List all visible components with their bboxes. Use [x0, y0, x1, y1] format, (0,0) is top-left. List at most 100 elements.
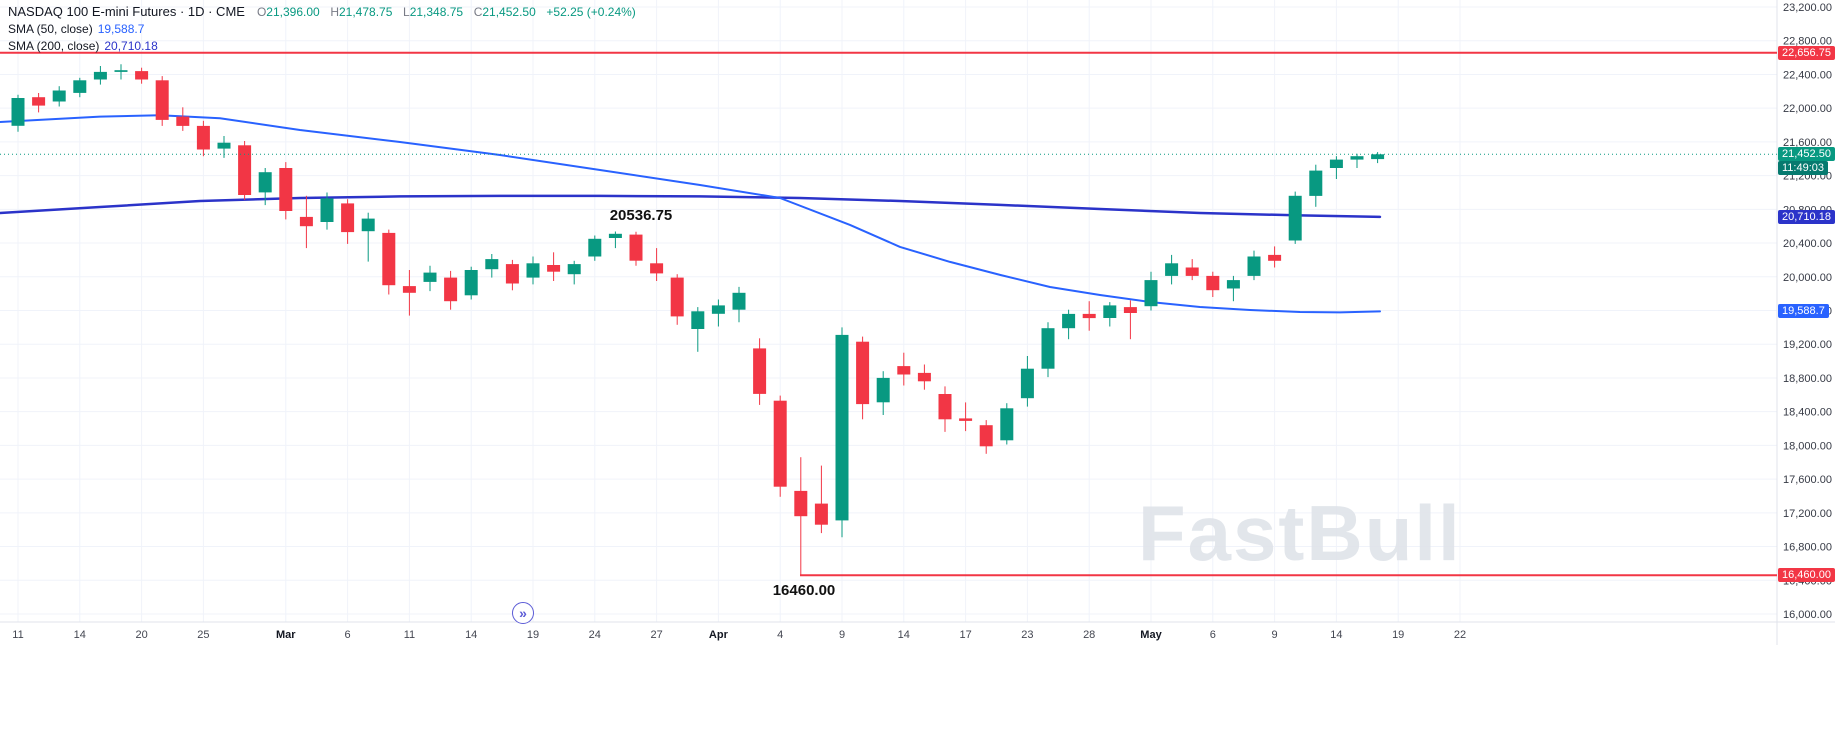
candle-body	[135, 71, 149, 80]
candle-body	[1000, 408, 1014, 441]
candle-body	[505, 264, 519, 284]
high-label: H	[330, 5, 339, 19]
time-tick-label: 14	[1330, 629, 1342, 641]
candle-body	[1329, 159, 1343, 168]
candle-body	[93, 71, 107, 80]
candle-body	[1288, 195, 1302, 241]
candle-body	[1350, 156, 1364, 160]
price-tick-label: 16,000.00	[1783, 609, 1832, 621]
price-label-sma200: 20,710.18	[1778, 209, 1835, 224]
ohlc-readout: O21,396.00 H21,478.75 L21,348.75 C21,452…	[250, 4, 636, 19]
candle-body	[114, 70, 128, 72]
time-tick-label: May	[1140, 629, 1162, 641]
time-tick-label: 14	[465, 629, 477, 641]
candle-body	[485, 259, 499, 270]
indicator-legend-sma200[interactable]: SMA (200, close) 20,710.18	[8, 37, 636, 54]
price-label-support: 16,460.00	[1778, 568, 1835, 583]
indicator-legend-sma50[interactable]: SMA (50, close) 19,588.7	[8, 20, 636, 37]
candle-body	[238, 145, 252, 195]
fast-forward-icon[interactable]: »	[512, 602, 534, 624]
candle-body	[629, 234, 643, 261]
candle-body	[444, 277, 458, 302]
candle-body	[1020, 368, 1034, 399]
price-tick-label: 17,200.00	[1783, 508, 1832, 520]
candle-body	[320, 198, 334, 222]
candle-body	[258, 172, 272, 193]
time-tick-label: 19	[1392, 629, 1404, 641]
bar-close-countdown: 11:49:03	[1778, 160, 1829, 175]
price-tick-label: 20,400.00	[1783, 238, 1832, 250]
candle-body	[73, 80, 87, 93]
candle-body	[361, 218, 375, 232]
price-annotation[interactable]: 16460.00	[773, 582, 836, 599]
sma50-line	[0, 114, 1381, 314]
candle-body	[32, 97, 46, 106]
time-tick-label: 19	[527, 629, 539, 641]
price-label-sma50: 19,588.7	[1778, 304, 1829, 319]
candle-body	[794, 490, 808, 517]
time-tick-label: 25	[197, 629, 209, 641]
candle-body	[402, 286, 416, 293]
sma50-value: 19,588.7	[97, 21, 145, 36]
candle-body	[11, 98, 25, 126]
candle-body	[1268, 254, 1282, 261]
candle-body	[1062, 313, 1076, 329]
candle-body	[691, 311, 705, 329]
candle-body	[196, 125, 210, 150]
candle-body	[1206, 275, 1220, 291]
price-tick-label: 23,200.00	[1783, 2, 1832, 14]
time-tick-label: 28	[1083, 629, 1095, 641]
candle-body	[979, 425, 993, 447]
time-tick-label: 9	[1272, 629, 1278, 641]
candle-body	[1371, 154, 1385, 160]
candle-body	[732, 292, 746, 310]
candle-body	[588, 238, 602, 257]
price-tick-label: 18,800.00	[1783, 373, 1832, 385]
symbol-row[interactable]: NASDAQ 100 E-mini Futures · 1D · CME O21…	[8, 3, 636, 20]
candle-body	[341, 203, 355, 233]
candle-body	[382, 232, 396, 286]
candle-body	[608, 233, 622, 238]
candle-body	[176, 116, 190, 126]
price-tick-label: 21,600.00	[1783, 137, 1832, 149]
candle-body	[279, 168, 293, 211]
high-value: 21,478.75	[338, 5, 393, 19]
time-tick-label: 4	[777, 629, 783, 641]
price-tick-label: 17,600.00	[1783, 474, 1832, 486]
time-tick-label: 20	[135, 629, 147, 641]
candle-body	[1247, 256, 1261, 276]
candle-body	[52, 90, 66, 102]
time-tick-label: 22	[1454, 629, 1466, 641]
candle-body	[1123, 307, 1137, 313]
symbol-title[interactable]: NASDAQ 100 E-mini Futures · 1D · CME	[8, 4, 245, 19]
candle-body	[938, 394, 952, 420]
time-tick-label: 6	[1210, 629, 1216, 641]
time-tick-label: 14	[74, 629, 86, 641]
price-label-resistance: 22,656.75	[1778, 45, 1835, 60]
candle-body	[1082, 313, 1096, 319]
candle-body	[567, 264, 581, 275]
candle-body	[1144, 280, 1158, 307]
candle-body	[547, 265, 561, 272]
low-value: 21,348.75	[409, 5, 464, 19]
price-tick-label: 18,400.00	[1783, 407, 1832, 419]
candle-body	[217, 142, 231, 149]
candle-body	[1226, 280, 1240, 289]
close-value: 21,452.50	[482, 5, 536, 19]
candle-body	[670, 277, 684, 317]
candle-body	[856, 341, 870, 405]
candle-body	[464, 270, 478, 296]
candle-body	[1041, 328, 1055, 369]
legend: NASDAQ 100 E-mini Futures · 1D · CME O21…	[8, 3, 636, 54]
candle-body	[897, 366, 911, 375]
sma200-line	[0, 194, 1382, 219]
price-tick-label: 20,000.00	[1783, 272, 1832, 284]
candle-body	[1185, 267, 1199, 276]
time-tick-label: 9	[839, 629, 845, 641]
price-annotation[interactable]: 20536.75	[610, 207, 673, 224]
candle-body	[959, 418, 973, 421]
candle-body	[773, 400, 787, 487]
price-tick-label: 22,400.00	[1783, 69, 1832, 81]
